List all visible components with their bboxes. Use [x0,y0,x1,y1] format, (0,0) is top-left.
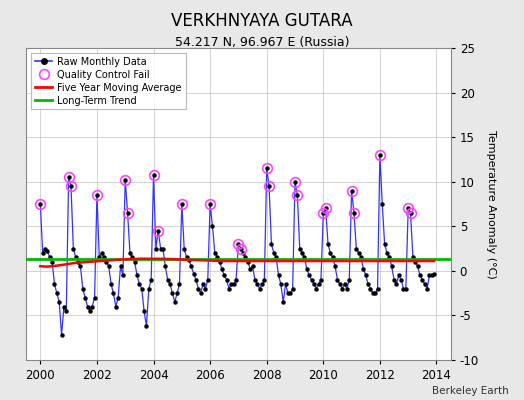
Y-axis label: Temperature Anomaly (°C): Temperature Anomaly (°C) [486,130,496,278]
Text: Berkeley Earth: Berkeley Earth [432,386,508,396]
Text: 54.217 N, 96.967 E (Russia): 54.217 N, 96.967 E (Russia) [174,36,350,49]
Legend: Raw Monthly Data, Quality Control Fail, Five Year Moving Average, Long-Term Tren: Raw Monthly Data, Quality Control Fail, … [31,53,185,109]
Text: VERKHNYAYA GUTARA: VERKHNYAYA GUTARA [171,12,353,30]
